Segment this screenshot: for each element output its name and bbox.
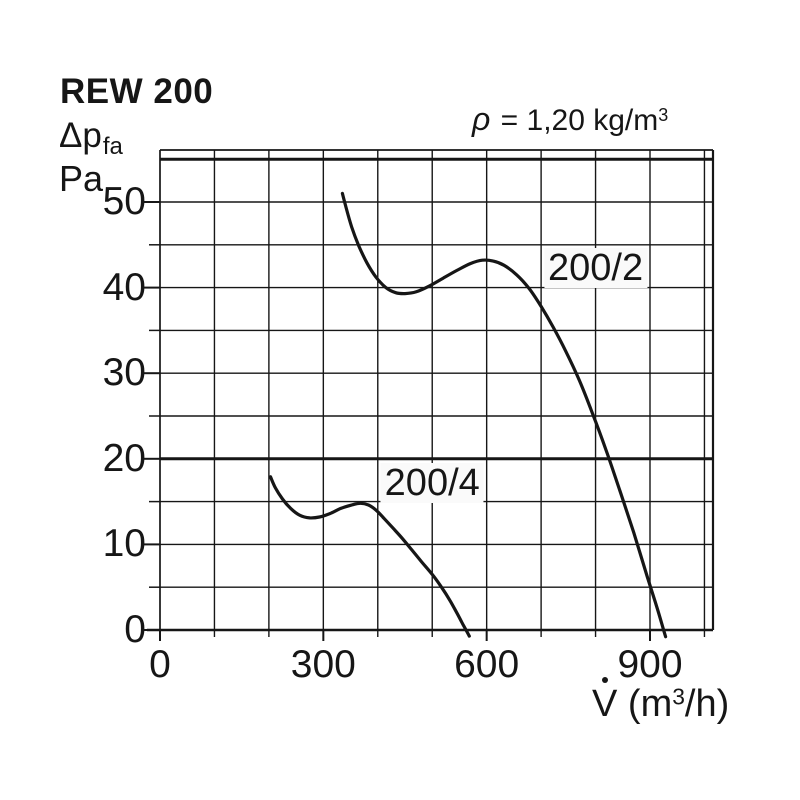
y-tick-label: 40 bbox=[102, 265, 146, 309]
y-tick-label: 10 bbox=[102, 522, 146, 566]
density-equation: = 1,20 bbox=[492, 104, 594, 137]
delta-p-subscript: fa bbox=[102, 133, 123, 160]
y-axis-unit: Pa bbox=[59, 158, 104, 199]
x-unit-open: (m bbox=[617, 683, 673, 725]
page-title: REW 200 bbox=[60, 72, 214, 111]
x-tick-label: 600 bbox=[454, 643, 520, 686]
curve-200-4 bbox=[268, 475, 471, 638]
curve-label-200-4: 200/4 bbox=[380, 462, 484, 503]
flow-symbol: V bbox=[592, 683, 618, 725]
density-unit-exponent: 3 bbox=[658, 105, 669, 125]
x-unit-close: /h) bbox=[684, 683, 730, 725]
y-tick-label: 30 bbox=[102, 351, 146, 395]
x-axis-title: V (m3/h) bbox=[592, 677, 730, 726]
delta-p-label: Δp bbox=[59, 116, 102, 155]
rho-symbol: ρ bbox=[472, 101, 491, 137]
curve-label-200-2: 200/2 bbox=[544, 247, 648, 288]
x-tick-label: 300 bbox=[290, 643, 356, 686]
flow-rate-dot bbox=[601, 677, 608, 683]
x-unit-exponent: 3 bbox=[672, 683, 685, 710]
x-tick-label: 900 bbox=[617, 643, 683, 686]
x-tick-label: 0 bbox=[149, 643, 171, 686]
density-unit: kg/m bbox=[593, 104, 659, 137]
y-tick-label: 20 bbox=[102, 436, 146, 480]
curve-200-2 bbox=[340, 191, 668, 639]
y-axis-symbol: Δpfa bbox=[59, 116, 123, 160]
y-tick-label: 50 bbox=[102, 180, 146, 223]
density-annotation: ρ = 1,20 kg/m3 bbox=[472, 101, 668, 138]
y-tick-label: 0 bbox=[124, 608, 146, 651]
